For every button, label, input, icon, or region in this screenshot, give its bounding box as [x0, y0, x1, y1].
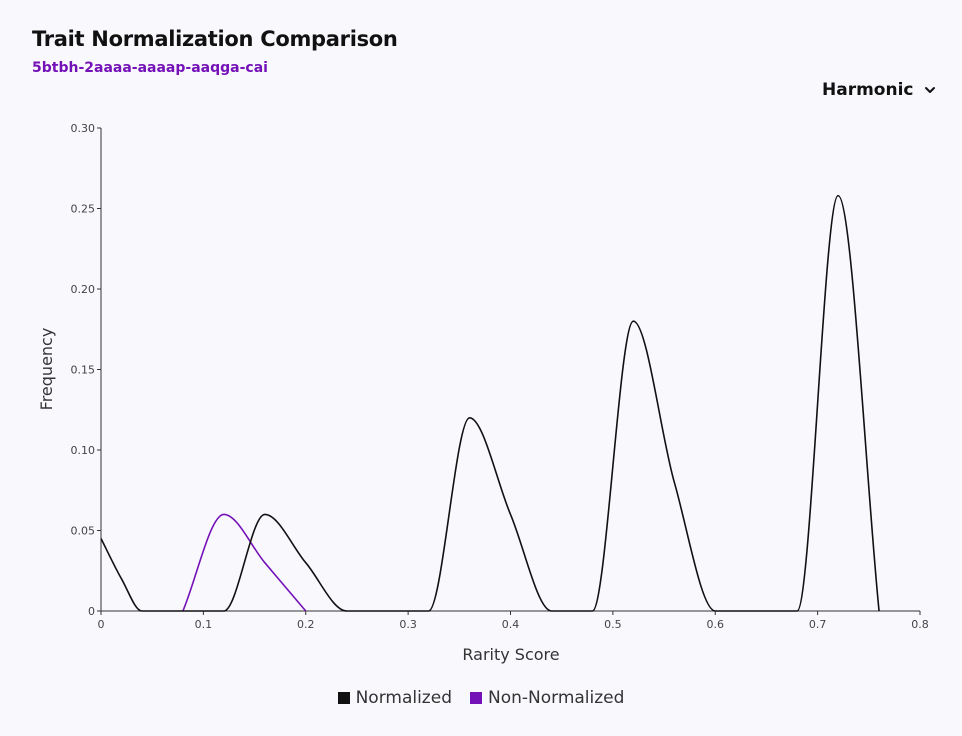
y-tick-label: 0 — [88, 605, 95, 618]
y-tick-label: 0.25 — [71, 203, 96, 216]
x-tick-label: 0.6 — [707, 618, 725, 631]
x-tick-label: 0.8 — [911, 618, 929, 631]
x-tick-label: 0.2 — [297, 618, 315, 631]
canister-id: 5btbh-2aaaa-aaaap-aaqga-cai — [32, 60, 268, 76]
legend-item-non-normalized[interactable]: Non-Normalized — [469, 688, 625, 708]
legend-swatch-non-normalized — [469, 692, 482, 704]
legend-label-normalized: Normalized — [355, 688, 452, 708]
x-tick-label: 0 — [98, 618, 105, 631]
y-tick-label: 0.20 — [71, 283, 96, 296]
series-line-normalized — [100, 194, 880, 612]
x-axis-label: Rarity Score — [462, 645, 559, 664]
legend-swatch-normalized — [337, 692, 350, 704]
x-tick-label: 0.7 — [809, 618, 827, 631]
dropdown-value: Harmonic — [822, 80, 914, 100]
x-tick-label: 0.4 — [502, 618, 520, 631]
legend-label-non-normalized: Non-Normalized — [487, 688, 625, 708]
y-tick-label: 0.15 — [71, 364, 96, 377]
y-tick-label: 0.30 — [71, 122, 96, 135]
y-tick-label: 0.05 — [71, 525, 96, 538]
chart-legend: Normalized Non-Normalized — [0, 688, 962, 708]
x-tick-label: 0.3 — [399, 618, 417, 631]
chevron-down-icon — [925, 87, 936, 93]
y-axis-label: Frequency — [37, 328, 56, 411]
score-type-dropdown[interactable]: Harmonic — [822, 80, 937, 100]
series-line-non-normalized — [182, 513, 307, 612]
legend-item-normalized[interactable]: Normalized — [337, 688, 452, 708]
y-tick-label: 0.10 — [71, 444, 96, 457]
x-tick-label: 0.5 — [604, 618, 622, 631]
chart-title: Trait Normalization Comparison — [32, 27, 398, 51]
x-tick-label: 0.1 — [195, 618, 213, 631]
